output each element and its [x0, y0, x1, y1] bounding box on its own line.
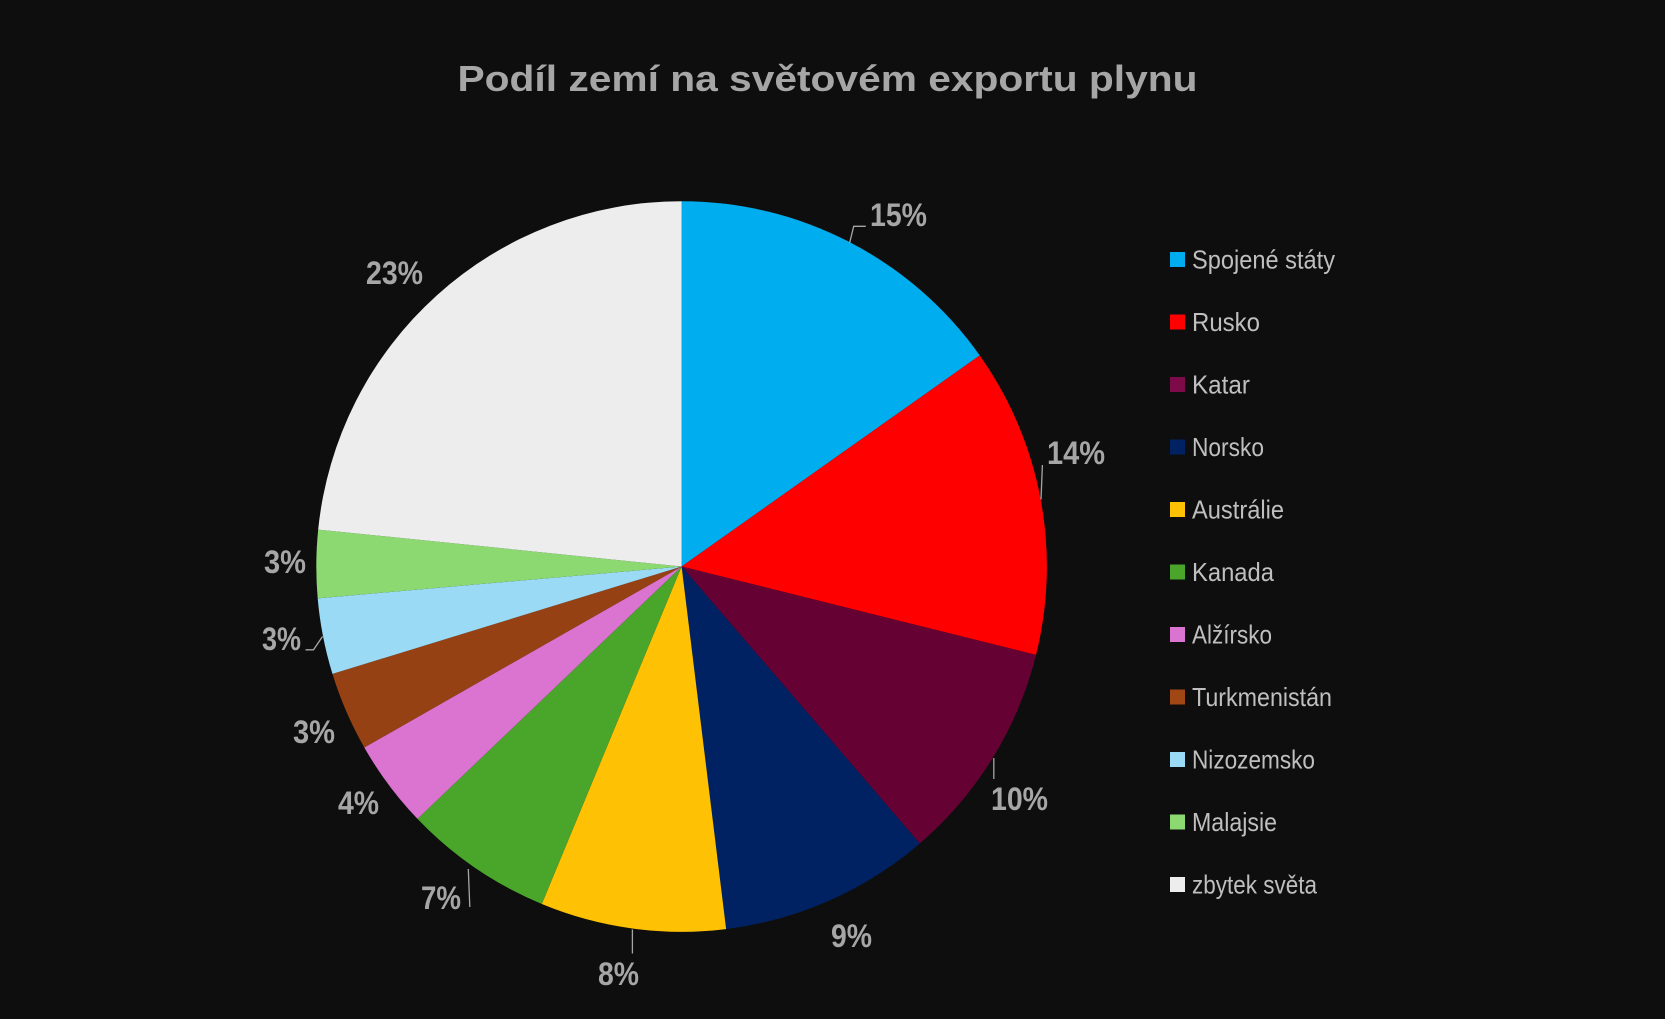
svg-text:Rusko: Rusko: [1192, 307, 1260, 337]
svg-text:7%: 7%: [421, 880, 461, 916]
svg-text:zbytek světa: zbytek světa: [1192, 870, 1317, 900]
svg-text:Nizozemsko: Nizozemsko: [1192, 745, 1315, 775]
svg-text:Alžírsko: Alžírsko: [1192, 620, 1272, 650]
svg-text:4%: 4%: [338, 785, 379, 821]
svg-text:9%: 9%: [831, 918, 872, 954]
svg-text:8%: 8%: [598, 956, 639, 992]
svg-text:3%: 3%: [262, 621, 301, 657]
svg-text:10%: 10%: [991, 781, 1048, 817]
svg-text:Norsko: Norsko: [1192, 432, 1264, 462]
svg-text:Spojené státy: Spojené státy: [1192, 245, 1335, 275]
svg-text:Turkmenistán: Turkmenistán: [1192, 682, 1332, 712]
svg-text:3%: 3%: [293, 714, 335, 750]
svg-text:3%: 3%: [264, 544, 306, 580]
svg-text:Podíl zemí na světovém exportu: Podíl zemí na světovém exportu plynu: [458, 58, 1198, 99]
svg-text:14%: 14%: [1047, 435, 1105, 471]
svg-text:15%: 15%: [870, 197, 927, 233]
svg-text:Malajsie: Malajsie: [1192, 807, 1277, 837]
svg-text:Katar: Katar: [1192, 370, 1250, 400]
svg-text:Kanada: Kanada: [1192, 557, 1274, 587]
svg-text:23%: 23%: [366, 255, 423, 291]
svg-text:Austrálie: Austrálie: [1192, 495, 1284, 525]
